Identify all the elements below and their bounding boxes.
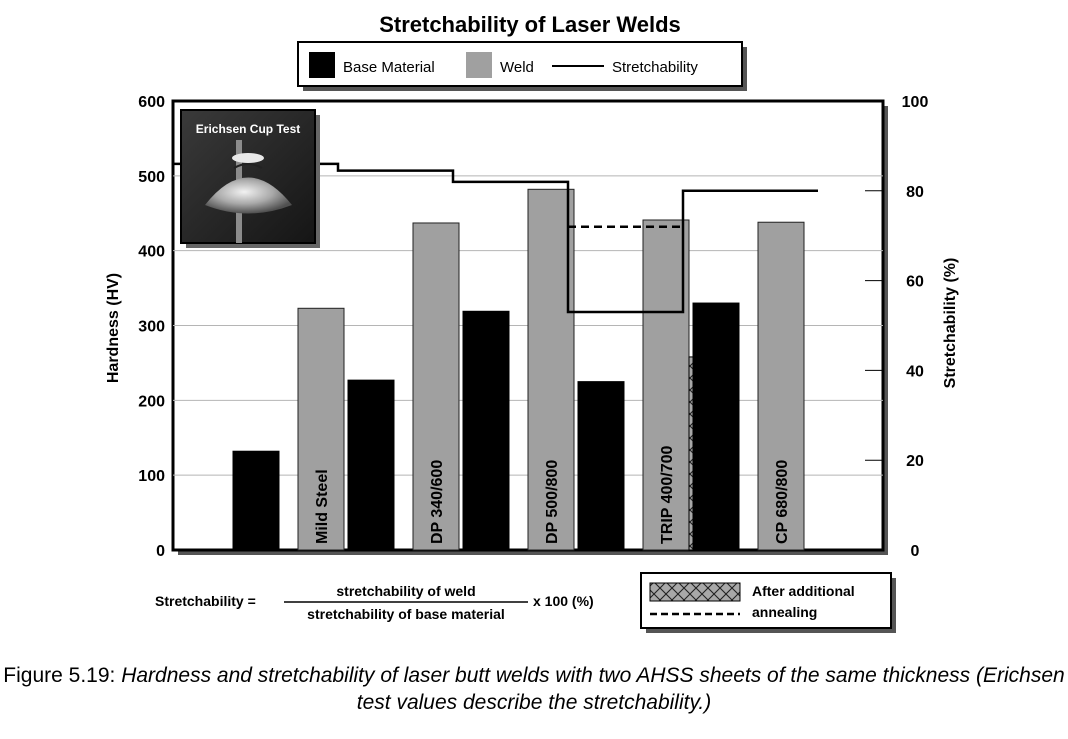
y-tick-label: 300 — [138, 319, 165, 336]
y2-tick-label: 100 — [902, 94, 929, 111]
bar-base-material — [347, 379, 395, 551]
bar-weld — [642, 219, 690, 551]
y-tick-label: 500 — [138, 169, 165, 186]
y2-axis-label: Stretchability (%) — [942, 258, 959, 389]
y2-tick-label: 0 — [911, 543, 920, 560]
chart-title: Stretchability of Laser Welds — [379, 12, 681, 37]
legend-swatch-weld — [466, 52, 492, 78]
formula-lhs: Stretchability = — [155, 593, 256, 609]
bar-weld — [297, 307, 345, 551]
formula: Stretchability = stretchability of weld … — [155, 583, 594, 622]
formula-denominator: stretchability of base material — [307, 606, 505, 622]
cup-image — [205, 177, 292, 214]
stretchability-line — [173, 162, 818, 314]
formula-numerator: stretchability of weld — [336, 583, 475, 599]
annealing-legend: After additional annealing — [640, 572, 896, 633]
y2-tick-label: 60 — [906, 274, 924, 291]
legend-label-stretch: Stretchability — [612, 59, 698, 76]
bar-weld — [757, 221, 805, 551]
y2-tick-label: 80 — [906, 184, 924, 201]
legend: Base Material Weld Stretchability — [297, 41, 747, 91]
inset-label: Erichsen Cup Test — [196, 122, 300, 136]
caption-text: Hardness and stretchability of laser but… — [121, 664, 1065, 714]
legend-swatch-annealed — [649, 582, 741, 602]
formula-suffix: x 100 (%) — [533, 593, 594, 609]
y-tick-label: 600 — [138, 94, 165, 111]
y2-tick-label: 20 — [906, 453, 924, 470]
annealing-legend-line2: annealing — [752, 604, 817, 620]
bar-weld — [527, 188, 575, 551]
category-label: CP 680/800 — [774, 460, 791, 544]
bar-base-material — [577, 381, 625, 551]
caption-lead: Figure 5.19: — [3, 664, 122, 687]
category-label: TRIP 400/700 — [659, 445, 676, 544]
figure-caption: Figure 5.19: Hardness and stretchability… — [0, 662, 1068, 716]
legend-label-weld: Weld — [500, 59, 534, 76]
y-tick-label: 400 — [138, 244, 165, 261]
category-label: Mild Steel — [314, 469, 331, 544]
chart: Stretchability of Laser Welds Base Mater… — [105, 12, 959, 633]
bar-base-material — [232, 450, 280, 551]
legend-swatch-base — [309, 52, 335, 78]
legend-label-base: Base Material — [343, 59, 435, 76]
bar-weld — [412, 222, 460, 551]
category-label: DP 340/600 — [429, 460, 446, 544]
y-tick-label: 200 — [138, 393, 165, 410]
y-tick-label: 100 — [138, 468, 165, 485]
bar-base-material — [692, 302, 740, 551]
inset-photo: Erichsen Cup Test — [180, 109, 320, 248]
category-label: DP 500/800 — [544, 460, 561, 544]
y-axis-label: Hardness (HV) — [105, 273, 122, 383]
bar-base-material — [462, 310, 510, 551]
annealing-legend-line1: After additional — [752, 583, 855, 599]
y2-tick-label: 40 — [906, 363, 924, 380]
y-tick-label: 0 — [156, 543, 165, 560]
